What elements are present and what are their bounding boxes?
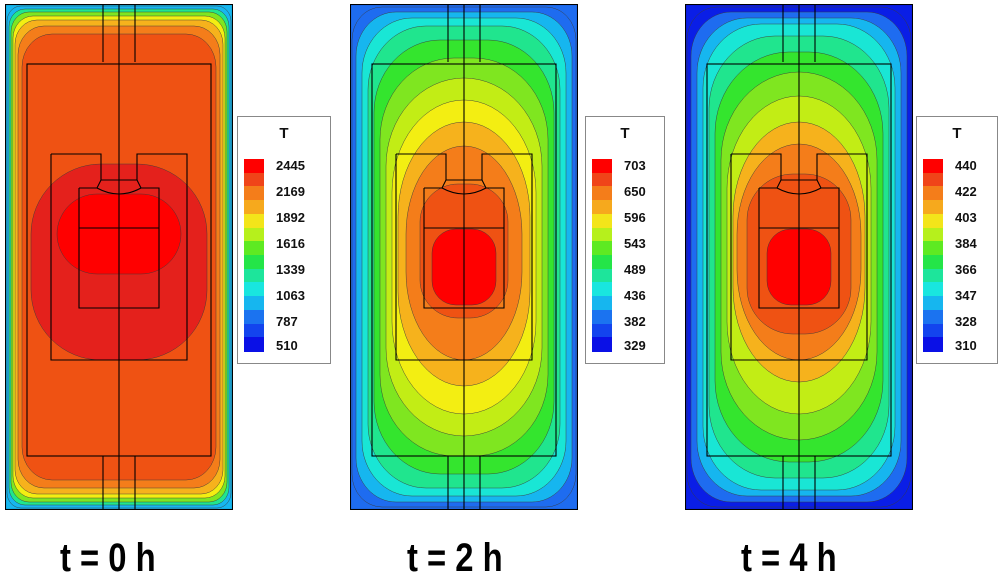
- structure-outline: [395, 153, 533, 361]
- legend-tick: 2169: [276, 184, 305, 199]
- colorbar-band: [592, 309, 612, 325]
- colorbar-band: [244, 255, 264, 270]
- colorbar-band: [923, 282, 943, 297]
- legend-tick: 310: [955, 338, 977, 353]
- legend-tick: 440: [955, 158, 977, 173]
- colorbar-band: [592, 172, 612, 188]
- panel-t0: T 2445 2169 1892 1616 1339 1063 787 510 …: [0, 0, 335, 583]
- colorbar-band: [592, 241, 612, 256]
- colorbar-band: [244, 213, 264, 229]
- colorbar-band: [244, 323, 264, 338]
- colorbar-band: [244, 186, 264, 201]
- colorbar-band: [592, 296, 612, 311]
- colorbar: [244, 159, 264, 352]
- legend-tick: 1339: [276, 262, 305, 277]
- legend-tick: 787: [276, 314, 298, 329]
- contour-plot-t0: [5, 4, 233, 510]
- contour-plot-t4: [685, 4, 913, 510]
- colorbar-band: [244, 268, 264, 284]
- colorbar-band: [923, 323, 943, 338]
- legend-tick: 1063: [276, 288, 305, 303]
- legend-tick: 329: [624, 338, 646, 353]
- colorbar-band: [244, 282, 264, 297]
- structure-outline: [96, 187, 142, 195]
- colorbar-band: [923, 309, 943, 325]
- colorbar-legend-t0: T 2445 2169 1892 1616 1339 1063 787 510: [237, 116, 331, 364]
- colorbar-band: [923, 255, 943, 270]
- legend-tick: 650: [624, 184, 646, 199]
- colorbar-band: [592, 186, 612, 201]
- colorbar-legend-t4: T 440 422 403 384 366 347 328 310: [916, 116, 998, 364]
- legend-title: T: [279, 125, 289, 142]
- colorbar: [592, 159, 612, 352]
- colorbar-band: [592, 282, 612, 297]
- colorbar-band: [923, 213, 943, 229]
- structure-outline: [50, 153, 188, 361]
- legend-tick: 328: [955, 314, 977, 329]
- colorbar-band: [923, 241, 943, 256]
- legend-tick: 384: [955, 236, 977, 251]
- colorbar-band: [923, 186, 943, 201]
- colorbar-band: [923, 227, 943, 242]
- colorbar-band: [244, 241, 264, 256]
- colorbar-band: [923, 337, 943, 352]
- legend-tick: 596: [624, 210, 646, 225]
- structure-outline: [776, 187, 822, 195]
- legend-tick: 543: [624, 236, 646, 251]
- panel-t4: T 440 422 403 384 366 347 328 310 t = 4 …: [671, 0, 1006, 583]
- colorbar-band: [244, 159, 264, 174]
- colorbar-band: [923, 268, 943, 284]
- legend-tick: 382: [624, 314, 646, 329]
- colorbar-band: [592, 200, 612, 215]
- colorbar-band: [592, 268, 612, 284]
- legend-tick: 347: [955, 288, 977, 303]
- colorbar-band: [592, 159, 612, 174]
- colorbar-band: [923, 200, 943, 215]
- legend-tick: 703: [624, 158, 646, 173]
- legend-tick: 436: [624, 288, 646, 303]
- colorbar-band: [244, 309, 264, 325]
- colorbar-band: [592, 323, 612, 338]
- colorbar-band: [592, 213, 612, 229]
- panel-t2: T 703 650 596 543 489 436 382 329 t = 2 …: [335, 0, 671, 583]
- colorbar-band: [592, 255, 612, 270]
- legend-tick: 2445: [276, 158, 305, 173]
- colorbar-band: [244, 337, 264, 352]
- legend-tick: 403: [955, 210, 977, 225]
- colorbar-band: [592, 337, 612, 352]
- colorbar-band: [923, 159, 943, 174]
- colorbar-band: [244, 172, 264, 188]
- colorbar-band: [244, 227, 264, 242]
- legend-title: T: [620, 125, 630, 142]
- colorbar-band: [923, 296, 943, 311]
- legend-tick: 1892: [276, 210, 305, 225]
- legend-tick: 366: [955, 262, 977, 277]
- colorbar-band: [923, 172, 943, 188]
- colorbar-band: [244, 200, 264, 215]
- colorbar-legend-t2: T 703 650 596 543 489 436 382 329: [585, 116, 665, 364]
- time-caption: t = 0 h: [60, 536, 156, 580]
- legend-tick: 1616: [276, 236, 305, 251]
- legend-tick: 422: [955, 184, 977, 199]
- legend-tick: 489: [624, 262, 646, 277]
- colorbar-band: [244, 296, 264, 311]
- colorbar: [923, 159, 943, 352]
- colorbar-band: [592, 227, 612, 242]
- legend-title: T: [952, 125, 962, 142]
- time-caption: t = 2 h: [407, 536, 503, 580]
- structure-outline: [730, 153, 868, 361]
- legend-tick: 510: [276, 338, 298, 353]
- structure-outline: [441, 187, 487, 195]
- contour-plot-t2: [350, 4, 578, 510]
- time-caption: t = 4 h: [741, 536, 837, 580]
